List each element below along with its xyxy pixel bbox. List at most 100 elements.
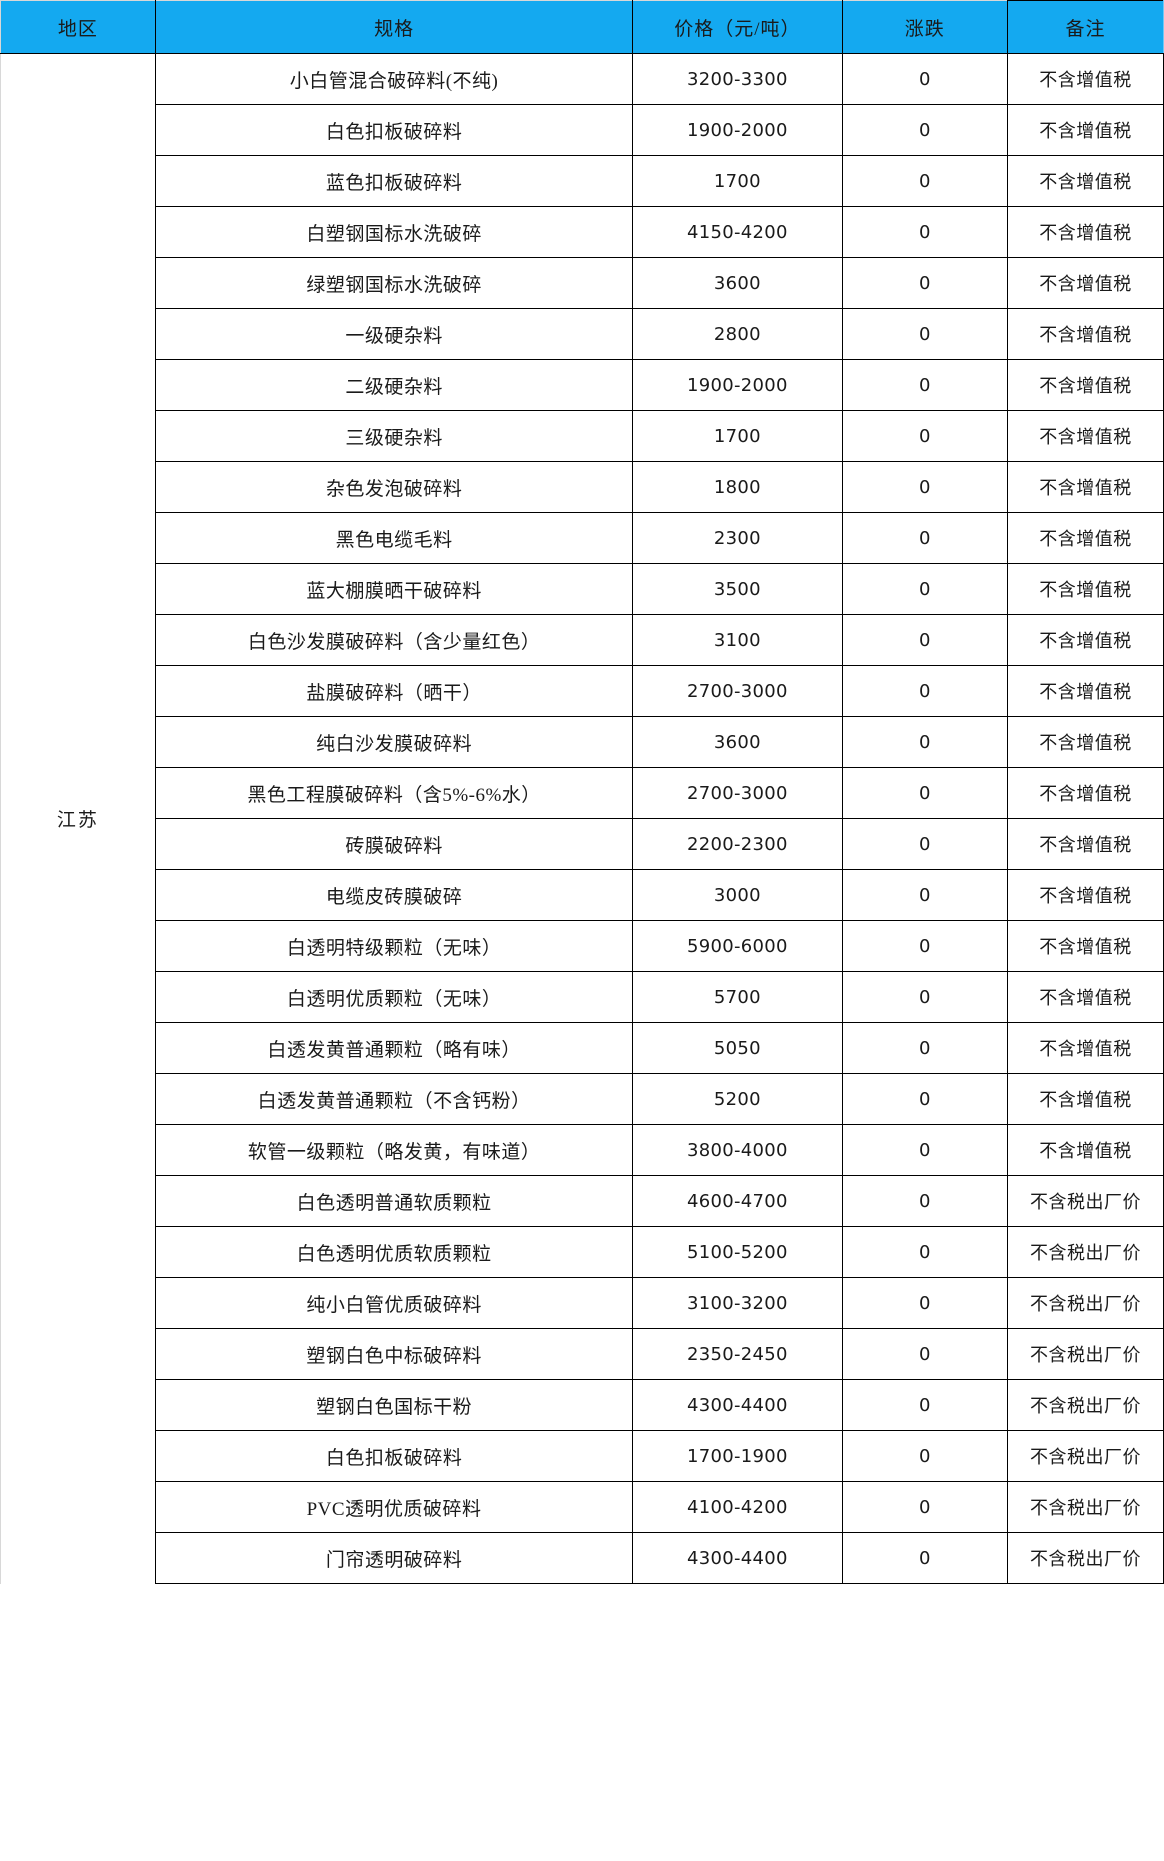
remark-cell: 不含增值税 [1006, 716, 1164, 768]
remark-cell: 不含增值税 [1006, 920, 1164, 972]
remark-cell: 不含税出厂价 [1006, 1430, 1164, 1482]
spec-cell: 盐膜破碎料（晒干） [154, 665, 634, 717]
remark-cell: 不含增值税 [1006, 359, 1164, 411]
remark-cell: 不含税出厂价 [1006, 1175, 1164, 1227]
price-cell: 4150-4200 [632, 206, 843, 258]
table-row: 白色扣板破碎料 1700-1900 0 不含税出厂价 [1, 1430, 1164, 1482]
price-cell: 3600 [632, 257, 843, 309]
table-row: 二级硬杂料 1900-2000 0 不含增值税 [1, 359, 1164, 411]
table-row: 白透明优质颗粒（无味） 5700 0 不含增值税 [1, 971, 1164, 1023]
spec-cell: 纯小白管优质破碎料 [154, 1277, 634, 1329]
table-row: 纯白沙发膜破碎料 3600 0 不含增值税 [1, 716, 1164, 768]
price-cell: 1700 [632, 410, 843, 462]
spec-cell: 黑色工程膜破碎料（含5%-6%水） [154, 767, 634, 819]
change-cell: 0 [841, 920, 1008, 972]
table-row: 黑色电缆毛料 2300 0 不含增值税 [1, 512, 1164, 564]
change-cell: 0 [841, 971, 1008, 1023]
spec-cell: 蓝色扣板破碎料 [154, 155, 634, 207]
change-cell: 0 [841, 818, 1008, 870]
spec-cell: 白透明特级颗粒（无味） [154, 920, 634, 972]
price-cell: 1800 [632, 461, 843, 513]
change-cell: 0 [841, 767, 1008, 819]
price-cell: 3100-3200 [632, 1277, 843, 1329]
change-cell: 0 [841, 1022, 1008, 1074]
change-cell: 0 [841, 1532, 1008, 1584]
spec-cell: 白色沙发膜破碎料（含少量红色） [154, 614, 634, 666]
spec-cell: 塑钢白色中标破碎料 [154, 1328, 634, 1380]
table-row: 软管一级颗粒（略发黄，有味道） 3800-4000 0 不含增值税 [1, 1124, 1164, 1176]
change-cell: 0 [841, 308, 1008, 360]
change-cell: 0 [841, 716, 1008, 768]
change-cell: 0 [841, 665, 1008, 717]
table-row: 门帘透明破碎料 4300-4400 0 不含税出厂价 [1, 1532, 1164, 1584]
spec-cell: 白色扣板破碎料 [154, 1430, 634, 1482]
remark-cell: 不含增值税 [1006, 1124, 1164, 1176]
price-cell: 2700-3000 [632, 665, 843, 717]
spec-cell: 三级硬杂料 [154, 410, 634, 462]
spec-cell: 砖膜破碎料 [154, 818, 634, 870]
remark-cell: 不含增值税 [1006, 104, 1164, 156]
pvc-price-table: 地区 规格 价格（元/吨） 涨跌 备注 江苏 小白管混合破碎料(不纯) 3200-3… [0, 0, 1164, 1584]
change-cell: 0 [841, 1481, 1008, 1533]
price-cell: 2700-3000 [632, 767, 843, 819]
remark-cell: 不含增值税 [1006, 971, 1164, 1023]
table-row: 白色扣板破碎料 1900-2000 0 不含增值税 [1, 104, 1164, 156]
remark-cell: 不含增值税 [1006, 155, 1164, 207]
price-cell: 3100 [632, 614, 843, 666]
remark-cell: 不含税出厂价 [1006, 1277, 1164, 1329]
change-cell: 0 [841, 104, 1008, 156]
remark-cell: 不含增值税 [1006, 206, 1164, 258]
price-cell: 4600-4700 [632, 1175, 843, 1227]
price-cell: 3800-4000 [632, 1124, 843, 1176]
change-cell: 0 [841, 1379, 1008, 1431]
remark-cell: 不含税出厂价 [1006, 1532, 1164, 1584]
spec-cell: 蓝大棚膜晒干破碎料 [154, 563, 634, 615]
table-row: 三级硬杂料 1700 0 不含增值税 [1, 410, 1164, 462]
remark-cell: 不含增值税 [1006, 53, 1164, 105]
table-row: 绿塑钢国标水洗破碎 3600 0 不含增值税 [1, 257, 1164, 309]
spec-cell: 白透发黄普通颗粒（略有味） [154, 1022, 634, 1074]
remark-cell: 不含增值税 [1006, 461, 1164, 513]
spec-cell: 黑色电缆毛料 [154, 512, 634, 564]
header-row: 地区 规格 价格（元/吨） 涨跌 备注 [0, 0, 1164, 54]
spec-cell: 白透发黄普通颗粒（不含钙粉） [154, 1073, 634, 1125]
change-cell: 0 [841, 359, 1008, 411]
change-cell: 0 [841, 410, 1008, 462]
remark-cell: 不含增值税 [1006, 767, 1164, 819]
remark-cell: 不含增值税 [1006, 869, 1164, 921]
price-cell: 5050 [632, 1022, 843, 1074]
table-row: PVC透明优质破碎料 4100-4200 0 不含税出厂价 [1, 1481, 1164, 1533]
price-cell: 4300-4400 [632, 1532, 843, 1584]
table-row: 蓝色扣板破碎料 1700 0 不含增值税 [1, 155, 1164, 207]
remark-cell: 不含增值税 [1006, 1073, 1164, 1125]
table-row: 白色透明普通软质颗粒 4600-4700 0 不含税出厂价 [1, 1175, 1164, 1227]
spec-cell: 小白管混合破碎料(不纯) [154, 53, 634, 105]
table-row: 盐膜破碎料（晒干） 2700-3000 0 不含增值税 [1, 665, 1164, 717]
table-row: 江苏 小白管混合破碎料(不纯) 3200-3300 0 不含增值税 [0, 53, 1164, 1584]
spec-cell: 门帘透明破碎料 [154, 1532, 634, 1584]
price-cell: 5200 [632, 1073, 843, 1125]
column-header-spec: 规格 [154, 0, 634, 54]
remark-cell: 不含增值税 [1006, 257, 1164, 309]
table-row: 白透发黄普通颗粒（不含钙粉） 5200 0 不含增值税 [1, 1073, 1164, 1125]
table-row: 塑钢白色中标破碎料 2350-2450 0 不含税出厂价 [1, 1328, 1164, 1380]
table-row: 电缆皮砖膜破碎 3000 0 不含增值税 [1, 869, 1164, 921]
price-cell: 3600 [632, 716, 843, 768]
table-row: 白透发黄普通颗粒（略有味） 5050 0 不含增值税 [1, 1022, 1164, 1074]
price-cell: 1900-2000 [632, 359, 843, 411]
remark-cell: 不含增值税 [1006, 308, 1164, 360]
spec-cell: 白透明优质颗粒（无味） [154, 971, 634, 1023]
price-cell: 2300 [632, 512, 843, 564]
spec-cell: 白色透明优质软质颗粒 [154, 1226, 634, 1278]
remark-cell: 不含税出厂价 [1006, 1226, 1164, 1278]
column-header-price: 价格（元/吨） [632, 0, 843, 54]
spec-cell: 白色透明普通软质颗粒 [154, 1175, 634, 1227]
price-cell: 4100-4200 [632, 1481, 843, 1533]
remark-cell: 不含增值税 [1006, 1022, 1164, 1074]
table-row: 白塑钢国标水洗破碎 4150-4200 0 不含增值税 [1, 206, 1164, 258]
table-body: 江苏 小白管混合破碎料(不纯) 3200-3300 0 不含增值税 白色扣板破碎料 1900… [0, 53, 1164, 1584]
column-header-region: 地区 [0, 0, 156, 54]
price-cell: 5100-5200 [632, 1226, 843, 1278]
spec-cell: PVC透明优质破碎料 [154, 1481, 634, 1533]
